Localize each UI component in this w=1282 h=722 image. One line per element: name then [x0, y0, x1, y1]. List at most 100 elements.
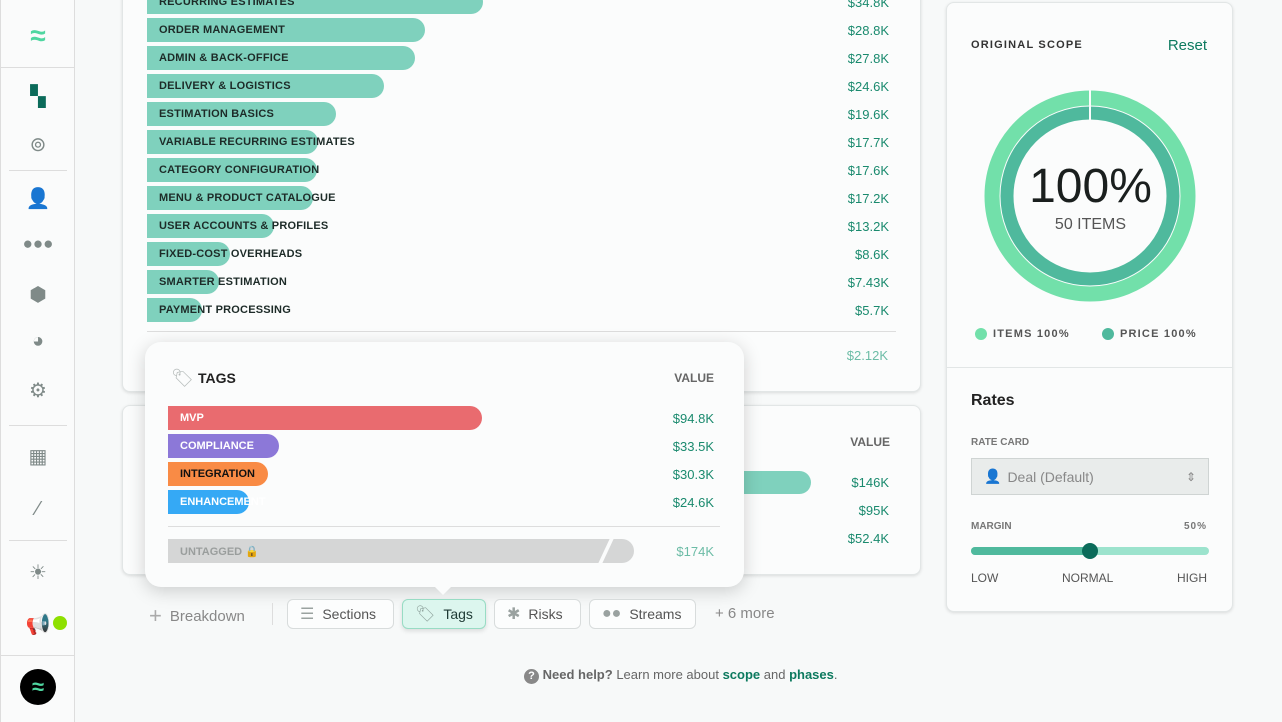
more-button[interactable]: + 6 more [715, 605, 775, 622]
binoculars-icon[interactable]: ⊚ [29, 134, 47, 156]
rate-card-select[interactable]: 👤 Deal (Default) ⇕ [971, 458, 1209, 495]
box-icon[interactable]: ⬢ [29, 284, 47, 306]
tag-icon: 🏷 [171, 368, 194, 388]
section-row[interactable]: FIXED-COST OVERHEADS $8.6K [147, 242, 889, 266]
tag-value: $33.5K [672, 439, 714, 454]
bar [147, 102, 337, 126]
value-header: VALUE [850, 435, 890, 449]
untagged-row[interactable]: UNTAGGED 🔒 $174K [168, 539, 714, 563]
section-row[interactable]: RECURRING ESTIMATES $34.8K [147, 0, 889, 14]
bar [723, 471, 811, 494]
bar [168, 406, 482, 430]
scope-link[interactable]: scope [722, 667, 761, 682]
value: $95K [858, 503, 889, 518]
megaphone-icon[interactable]: 📢 [1, 612, 75, 637]
value-header: VALUE [674, 371, 714, 385]
bar [147, 46, 416, 70]
breakdown-button[interactable]: + Breakdown [149, 603, 245, 628]
reset-button[interactable]: Reset [1167, 37, 1207, 54]
teams-icon[interactable]: ●●● [22, 234, 54, 253]
divider [168, 526, 720, 527]
chip-sections[interactable]: ☰ Sections [287, 599, 394, 629]
bar [168, 434, 279, 458]
bar [147, 158, 317, 182]
low-label: LOW [971, 571, 999, 585]
palette-icon[interactable]: ◕ [31, 330, 45, 352]
value: $52.4K [847, 531, 889, 546]
section-value: $5.7K [855, 303, 889, 318]
user-rates-icon[interactable]: 👤 [25, 188, 51, 210]
scope-donut [984, 90, 1196, 302]
value: $146K [851, 475, 889, 490]
bar [147, 74, 385, 98]
section-label: PAYMENT PROCESSING [159, 304, 291, 316]
section-label: DELIVERY & LOGISTICS [159, 80, 291, 92]
chip-risks[interactable]: ✱ Risks [494, 599, 581, 629]
section-value: $8.6K [855, 247, 889, 262]
section-row[interactable]: ESTIMATION BASICS $19.6K [147, 102, 889, 126]
section-label: ESTIMATION BASICS [159, 108, 275, 120]
chip-streams[interactable]: ●● Streams [589, 599, 696, 629]
slider-handle[interactable] [1082, 543, 1098, 559]
account-avatar[interactable]: ≈ [20, 669, 56, 705]
phases-link[interactable]: phases [789, 667, 834, 682]
help-icon: ? [524, 669, 539, 684]
plus-icon: + [149, 603, 162, 628]
list-icon: ☰ [300, 606, 315, 623]
section-label: ORDER MANAGEMENT [159, 24, 286, 36]
sidebar: ≈ ▚ ⊚ 👤 ●●● ⬢ ◕ ⚙ ▦ ⁄ ☀ 📢 ≈ [0, 0, 75, 722]
tag-row[interactable]: ENHANCEMENT $24.6K [168, 490, 714, 514]
chip-tags[interactable]: 🏷 Tags [402, 599, 486, 629]
rates-title: Rates [971, 392, 1015, 409]
divider [272, 603, 273, 625]
popup-title: TAGS [198, 370, 236, 386]
section-row[interactable]: PAYMENT PROCESSING $5.7K [147, 298, 889, 322]
bar [147, 242, 230, 266]
section-value: $28.8K [847, 23, 889, 38]
tag-label: COMPLIANCE [180, 440, 254, 452]
section-value: $13.2K [847, 219, 889, 234]
section-row[interactable]: VARIABLE RECURRING ESTIMATES $17.7K [147, 130, 889, 154]
bar [147, 0, 483, 14]
untagged-label: UNTAGGED 🔒 [180, 546, 259, 558]
bar [168, 462, 269, 486]
scope-title: ORIGINAL SCOPE [971, 39, 1083, 51]
tag-row[interactable]: COMPLIANCE $33.5K [168, 434, 714, 458]
section-value: $34.8K [847, 0, 889, 10]
magic-wand-icon[interactable]: ⁄ [36, 498, 40, 520]
section-row[interactable]: SMARTER ESTIMATION $7.43K [147, 270, 889, 294]
section-value: $27.8K [847, 51, 889, 66]
scope-panel: ORIGINAL SCOPE Reset 100% 50 ITEMS ITEMS… [946, 2, 1233, 612]
tag-row[interactable]: INTEGRATION $30.3K [168, 462, 714, 486]
sun-icon[interactable]: ☀ [29, 562, 47, 584]
bar [168, 539, 634, 563]
section-row[interactable]: MENU & PRODUCT CATALOGUE $17.2K [147, 186, 889, 210]
section-row[interactable]: ADMIN & BACK-OFFICE $27.8K [147, 46, 889, 70]
tag-row[interactable]: MVP $94.8K [168, 406, 714, 430]
streams-icon: ●● [602, 605, 622, 622]
settings-icon[interactable]: ⚙ [29, 380, 47, 402]
section-label: USER ACCOUNTS & PROFILES [159, 220, 329, 232]
user-rates-icon: 👤 [984, 468, 1002, 484]
bar [147, 270, 219, 294]
dashboard-add-icon[interactable]: ▚ [30, 86, 46, 108]
section-row[interactable]: ORDER MANAGEMENT $28.8K [147, 18, 889, 42]
bar [147, 130, 318, 154]
rate-card-label: RATE CARD [971, 437, 1030, 448]
tag-label: ENHANCEMENT [180, 496, 266, 508]
scope-percent: 100% [1029, 160, 1152, 213]
section-row[interactable]: CATEGORY CONFIGURATION $17.6K [147, 158, 889, 182]
tag-label: MVP [180, 412, 204, 424]
help-text: ? Need help? Learn more about scope and … [524, 667, 838, 684]
section-row[interactable]: DELIVERY & LOGISTICS $24.6K [147, 74, 889, 98]
section-value: $24.6K [847, 79, 889, 94]
normal-label: NORMAL [1062, 571, 1114, 585]
logo-icon[interactable]: ≈ [30, 20, 46, 51]
tag-value: $30.3K [672, 467, 714, 482]
building-icon[interactable]: ▦ [28, 446, 48, 468]
section-row[interactable]: USER ACCOUNTS & PROFILES $13.2K [147, 214, 889, 238]
legend-items: ITEMS 100% [975, 328, 1070, 340]
sections-footer-value: $2.12K [846, 348, 888, 363]
scope-items: 50 ITEMS [1054, 216, 1127, 233]
margin-slider[interactable] [971, 543, 1209, 559]
